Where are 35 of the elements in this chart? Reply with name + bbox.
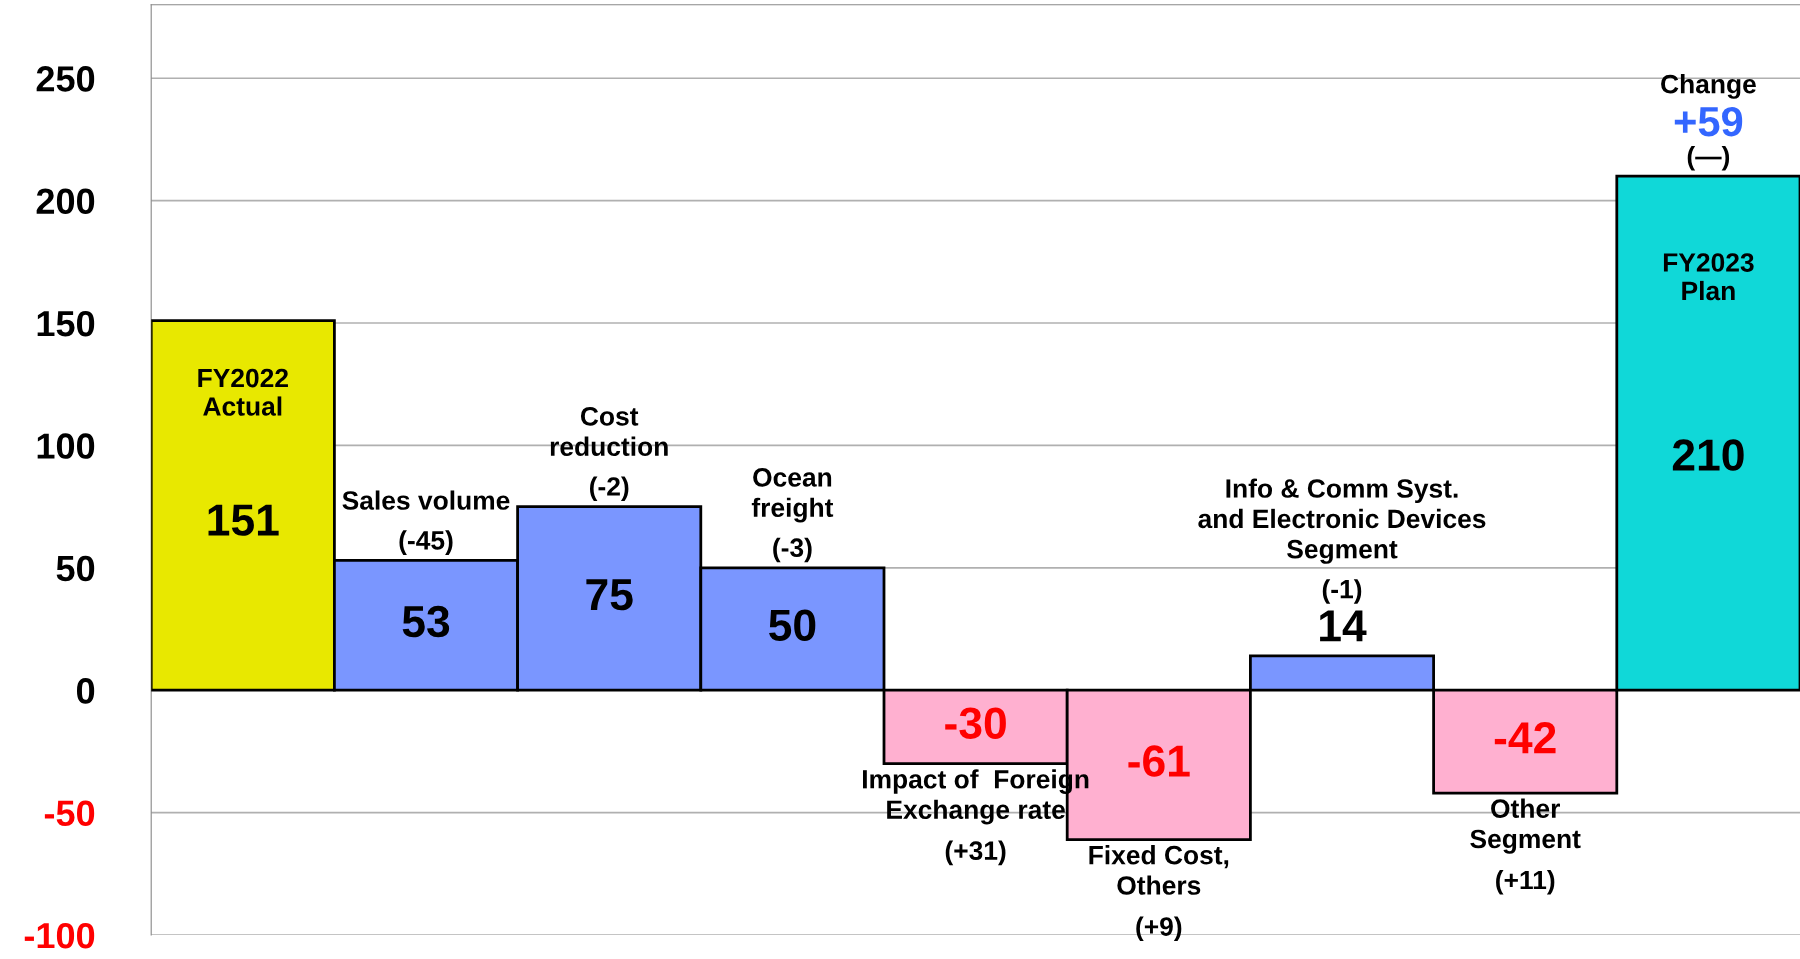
x-tick-label: Cost reduction [550,406,668,456]
x-tick-label: Info & Comm Syst. and Electronic Devices Segment [1198,478,1486,564]
y-tick-label: 250 [36,66,95,92]
y-tick-label: 50 [56,555,95,582]
annotation: (-2) [590,476,629,502]
annotation: +59 [1674,106,1743,137]
x-tick-label: Other Segment [1470,798,1581,854]
x-tick-label: FY2023 Plan [1663,253,1754,301]
annotation: (-1) [1322,579,1362,604]
x-tick-label: FY2022 Actual [198,368,288,416]
annotation: (+9) [1136,916,1182,942]
y-tick-label: 100 [37,433,95,459]
y-tick-label: -50 [44,800,95,827]
y-tick-label: -100 [24,922,95,949]
data-label: 50 [769,609,816,641]
annotation: (-3) [773,537,812,563]
data-label: -42 [1494,722,1556,754]
x-tick-label: Ocean freight [751,468,834,523]
x-tick-label: Sales volume [342,490,510,510]
data-label: 14 [1320,610,1367,642]
data-label: 75 [586,579,633,611]
annotation: (+31) [945,840,1006,866]
annotation: Change [1661,74,1756,99]
annotation: (-45) [399,530,453,555]
data-label: 53 [402,605,450,638]
annotation: (+11) [1496,869,1555,895]
data-label: -61 [1128,745,1190,777]
annotation: (—) [1687,146,1730,171]
data-label: 151 [208,504,279,536]
data-label: 210 [1672,439,1744,471]
y-tick-label: 0 [76,678,95,704]
data-label: -30 [945,707,1006,739]
y-tick-label: 150 [37,310,95,337]
x-tick-label: Fixed Cost, Others [1089,845,1229,895]
y-tick-label: 200 [36,188,95,215]
